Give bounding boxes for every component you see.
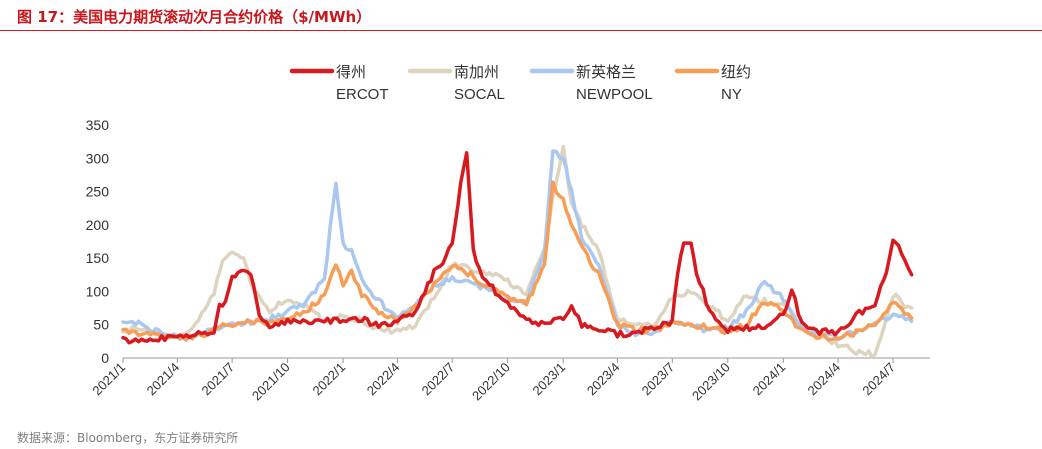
legend-label: NY xyxy=(721,86,742,103)
title-bar: 图 17：美国电力期货滚动次月合约价格（$/MWh） xyxy=(0,0,1042,31)
y-tick-label: 200 xyxy=(86,217,110,233)
x-tick-label: 2024/1 xyxy=(750,360,789,399)
source-note: 数据来源：Bloomberg，东方证券研究所 xyxy=(17,431,239,445)
x-tick-label: 2023/4 xyxy=(584,360,623,399)
x-tick-label: 2022/10 xyxy=(469,360,513,404)
x-tick-label: 2024/7 xyxy=(859,360,898,399)
series-line-ny xyxy=(121,180,914,342)
y-tick-label: 350 xyxy=(86,117,110,133)
y-tick-label: 100 xyxy=(86,283,110,299)
x-tick-label: 2023/7 xyxy=(639,360,678,399)
x-tick-label: 2024/4 xyxy=(805,360,844,399)
x-tick-label: 2023/10 xyxy=(689,360,733,404)
x-tick-label: 2023/1 xyxy=(530,360,569,399)
series-line-ercot xyxy=(121,151,914,345)
legend-label: 得州 xyxy=(336,63,366,81)
y-tick-label: 250 xyxy=(86,184,110,200)
legend-label: SOCAL xyxy=(454,86,505,103)
chart-title: 图 17：美国电力期货滚动次月合约价格（$/MWh） xyxy=(17,8,372,26)
x-tick-label: 2022/1 xyxy=(309,360,348,399)
y-tick-label: 150 xyxy=(86,250,110,266)
y-tick-label: 300 xyxy=(86,150,110,166)
legend-label: 纽约 xyxy=(721,63,751,81)
legend-label: ERCOT xyxy=(336,86,389,103)
x-tick-label: 2021/10 xyxy=(249,360,293,404)
x-tick-label: 2022/7 xyxy=(419,360,458,399)
legend-label: NEWPOOL xyxy=(576,86,653,103)
x-tick-label: 2022/4 xyxy=(364,360,403,399)
y-tick-label: 50 xyxy=(93,317,109,333)
legend-label: 新英格兰 xyxy=(576,63,636,81)
x-tick-label: 2021/4 xyxy=(144,360,183,399)
y-tick-label: 0 xyxy=(101,350,109,366)
legend-label: 南加州 xyxy=(454,63,499,81)
x-tick-label: 2021/7 xyxy=(199,360,238,399)
